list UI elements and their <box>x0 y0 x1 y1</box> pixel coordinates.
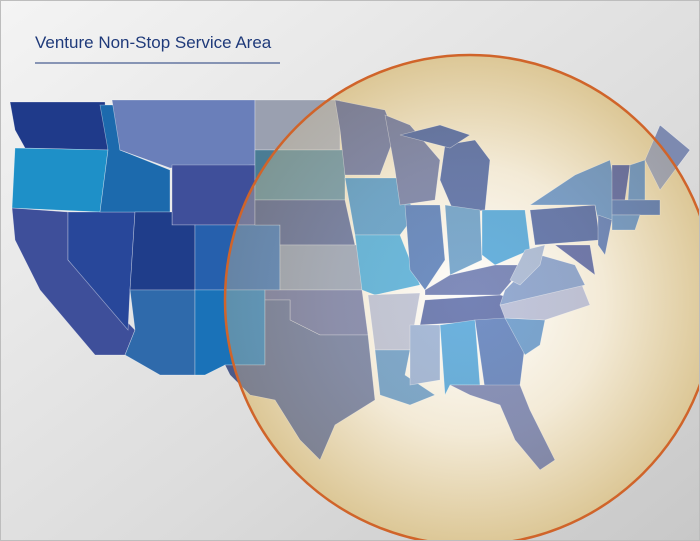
state <box>9 101 109 151</box>
service-circle <box>223 53 700 541</box>
map-title: Venture Non-Stop Service Area <box>35 33 272 52</box>
state <box>11 147 109 213</box>
